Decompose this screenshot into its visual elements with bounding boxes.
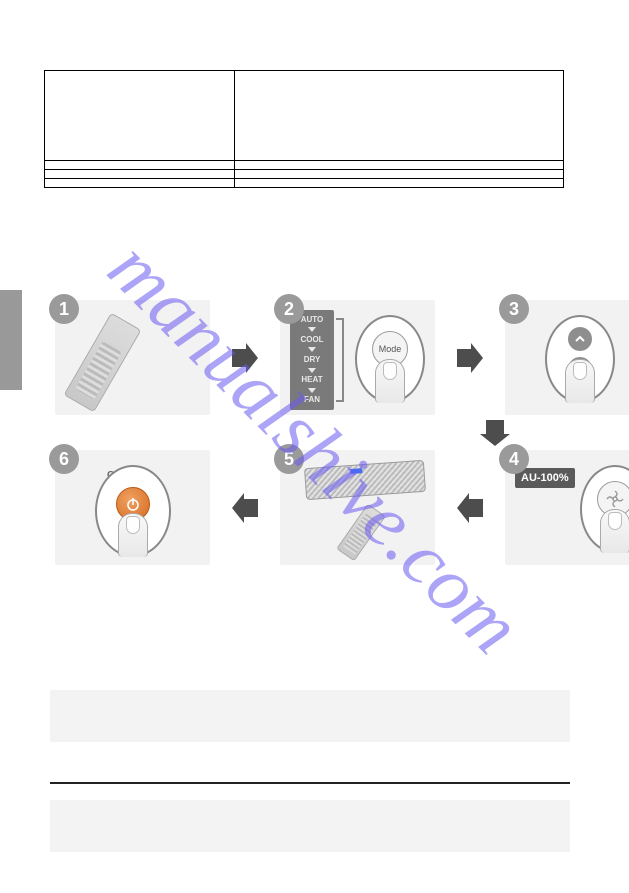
finger-icon	[375, 359, 405, 403]
step-badge: 6	[49, 444, 79, 474]
cell	[45, 161, 235, 170]
cell	[235, 161, 564, 170]
step-card-1: 1	[55, 300, 210, 415]
manual-page: manualshive.com 1 2 AUTO COOL DRY HEAT	[0, 0, 629, 893]
temp-adjust-illustration	[545, 315, 615, 403]
page-tab	[0, 290, 22, 390]
cell	[235, 170, 564, 179]
divider	[50, 782, 570, 784]
cell	[45, 179, 235, 188]
cell	[235, 71, 564, 161]
step-badge: 4	[499, 444, 529, 474]
watermark: manualshive.com	[90, 222, 538, 670]
indoor-unit-icon	[304, 460, 426, 500]
step-card-3: 3	[505, 300, 629, 415]
note-block	[50, 800, 570, 852]
mode-item: DRY	[304, 356, 321, 364]
steps-row-1: 1 2 AUTO COOL DRY HEAT FAN Mode	[55, 300, 629, 415]
arrow-right-icon	[232, 343, 258, 373]
arrow-right-icon	[457, 343, 483, 373]
finger-icon	[565, 359, 595, 403]
arrow-down-icon	[308, 347, 316, 352]
mode-list: AUTO COOL DRY HEAT FAN	[290, 310, 334, 410]
mode-item: FAN	[304, 396, 320, 404]
remote-icon	[336, 504, 386, 562]
arrow-down-icon	[308, 388, 316, 393]
step-card-6: 6 ON / OFF	[55, 450, 210, 565]
step-badge: 5	[274, 444, 304, 474]
arrow-down-icon	[308, 368, 316, 373]
step-badge: 2	[274, 294, 304, 324]
power-button-illustration	[95, 465, 171, 557]
step-card-2: 2 AUTO COOL DRY HEAT FAN Mode	[280, 300, 435, 415]
cell	[235, 179, 564, 188]
steps-row-2: 6 ON / OFF 5 4 AU-100%	[55, 450, 629, 565]
fan-speed-tag: AU-100%	[515, 468, 575, 488]
step-card-4: 4 AU-100%	[505, 450, 629, 565]
arrow-left-icon	[232, 493, 258, 523]
mode-item: COOL	[300, 336, 323, 344]
cell	[45, 71, 235, 161]
step-card-5: 5	[280, 450, 435, 565]
bracket-icon	[336, 318, 344, 402]
arrow-left-icon	[457, 493, 483, 523]
fan-button-illustration	[580, 465, 629, 553]
spec-table	[44, 70, 564, 188]
mode-button-illustration: Mode	[355, 315, 425, 403]
arrow-down-icon	[308, 327, 316, 332]
cell	[45, 170, 235, 179]
step-badge: 1	[49, 294, 79, 324]
note-block	[50, 690, 570, 742]
mode-item: AUTO	[301, 316, 324, 324]
remote-icon	[64, 313, 142, 413]
finger-icon	[600, 509, 629, 553]
mode-item: HEAT	[301, 376, 322, 384]
finger-icon	[118, 513, 148, 557]
step-badge: 3	[499, 294, 529, 324]
temp-up-button[interactable]	[568, 327, 592, 351]
